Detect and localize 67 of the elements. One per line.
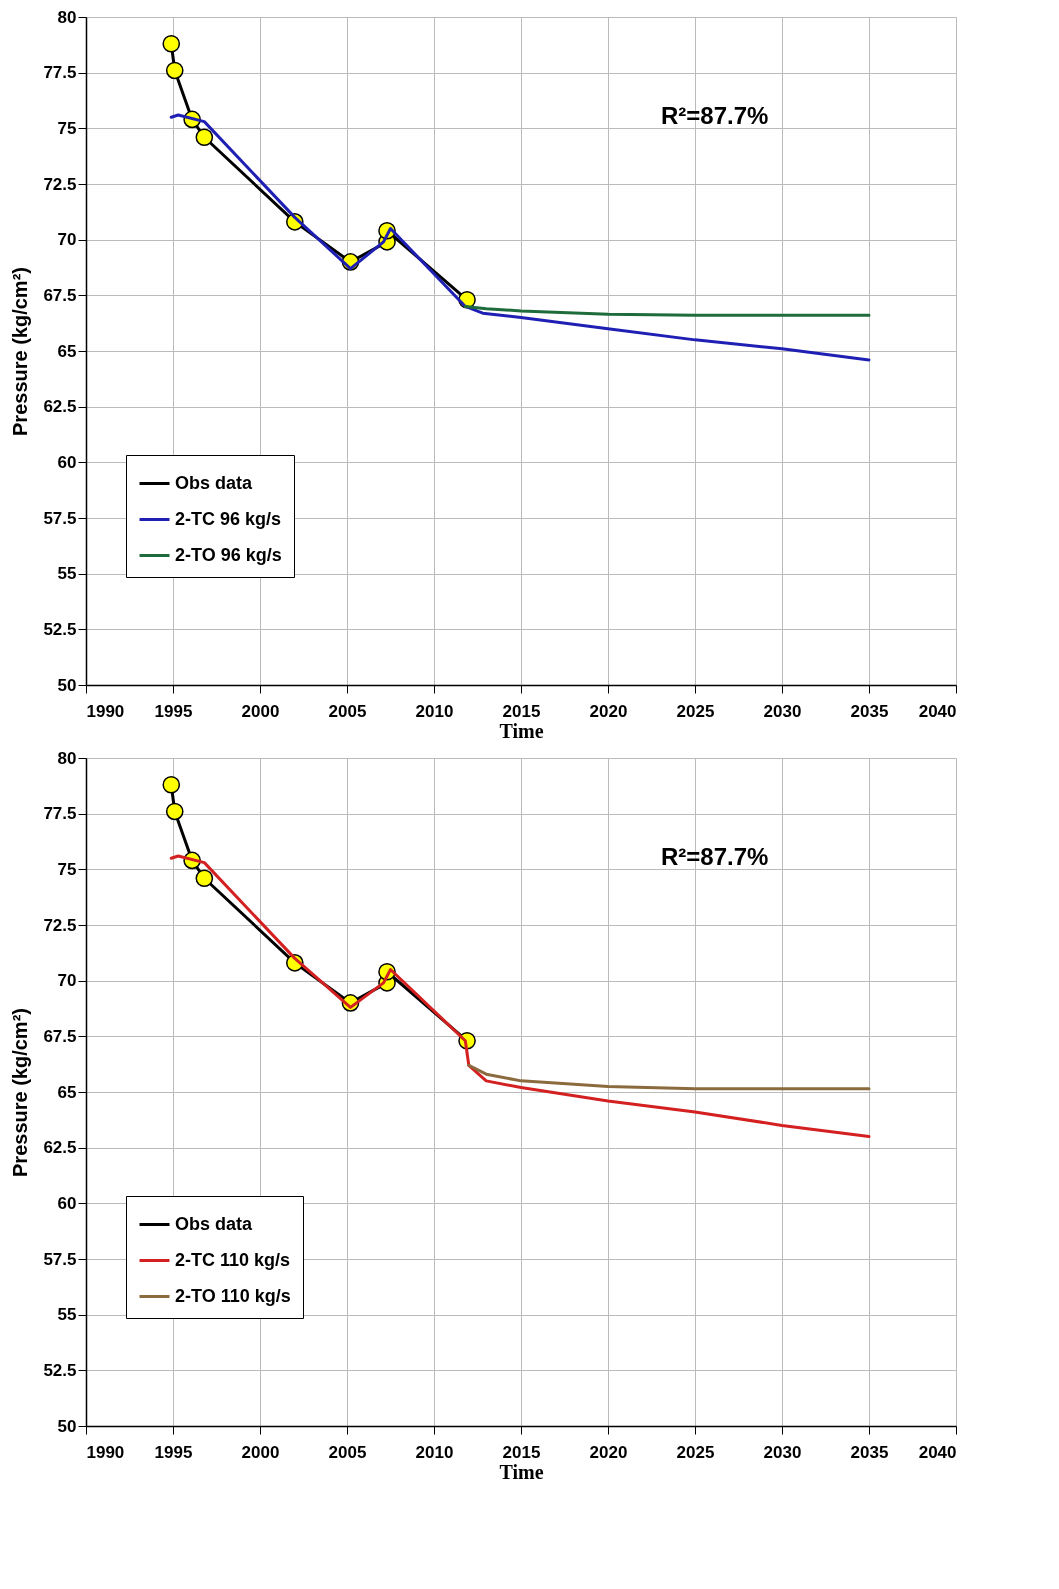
y-tick-label: 72.5 xyxy=(43,915,77,935)
x-tick-label: 2035 xyxy=(850,701,889,721)
y-tick-label: 52.5 xyxy=(43,1360,77,1380)
point xyxy=(162,775,181,794)
x-tick-label: 1995 xyxy=(154,1442,193,1462)
x-tick-label: 2020 xyxy=(589,701,628,721)
y-axis-title: Pressure (kg/cm²) xyxy=(9,1008,32,1177)
x-tick-label: 2020 xyxy=(589,1442,628,1462)
point xyxy=(195,869,214,888)
y-tick-label: 50 xyxy=(57,675,77,695)
y-tick-label: 77.5 xyxy=(43,804,77,824)
x-tick-label: 2000 xyxy=(241,1442,280,1462)
point xyxy=(165,61,184,80)
y-tick-label: 57.5 xyxy=(43,508,77,528)
y-tick-label: 77.5 xyxy=(43,63,77,83)
y-tick-label: 52.5 xyxy=(43,619,77,639)
y-tick-label: 75 xyxy=(57,859,77,879)
point xyxy=(165,802,184,821)
x-tick-label: 2040 xyxy=(918,701,957,721)
legend-label: 2-TC 96 kg/s xyxy=(175,508,282,529)
x-tick-label: 2015 xyxy=(502,701,541,721)
x-axis-title: Time xyxy=(499,719,544,742)
x-tick-label: 2010 xyxy=(415,701,454,721)
y-tick-label: 65 xyxy=(57,1082,77,1102)
y-tick-label: 65 xyxy=(57,341,77,361)
y-axis-title: Pressure (kg/cm²) xyxy=(9,267,32,436)
y-tick-label: 50 xyxy=(57,1416,77,1436)
legend-label: Obs data xyxy=(175,472,254,493)
x-tick-label: 2025 xyxy=(676,701,715,721)
y-tick-label: 57.5 xyxy=(43,1249,77,1269)
legend-label: Obs data xyxy=(175,1213,254,1234)
x-tick-label: 2040 xyxy=(918,1442,957,1462)
x-tick-label: 2035 xyxy=(850,1442,889,1462)
x-axis-title: Time xyxy=(499,1460,544,1483)
x-tick-label: 1990 xyxy=(86,701,125,721)
y-tick-label: 67.5 xyxy=(43,1026,77,1046)
y-tick-label: 60 xyxy=(57,1193,77,1213)
x-tick-label: 2000 xyxy=(241,701,280,721)
y-tick-label: 55 xyxy=(57,1305,77,1325)
x-tick-label: 2010 xyxy=(415,1442,454,1462)
y-tick-label: 80 xyxy=(57,748,77,768)
x-tick-label: 2030 xyxy=(763,1442,802,1462)
y-tick-label: 70 xyxy=(57,230,77,250)
annotation: R²=87.7% xyxy=(661,843,769,870)
x-tick-label: 2005 xyxy=(328,1442,367,1462)
line-series xyxy=(467,1063,871,1091)
point xyxy=(162,34,181,53)
y-tick-label: 70 xyxy=(57,971,77,991)
x-tick-label: 2025 xyxy=(676,1442,715,1462)
annotation: R²=87.7% xyxy=(661,102,769,129)
y-tick-label: 62.5 xyxy=(43,397,77,417)
x-tick-label: 1995 xyxy=(154,701,193,721)
point xyxy=(195,128,214,147)
x-tick-label: 2015 xyxy=(502,1442,541,1462)
y-tick-label: 75 xyxy=(57,118,77,138)
x-tick-label: 2005 xyxy=(328,701,367,721)
y-tick-label: 62.5 xyxy=(43,1138,77,1158)
y-tick-label: 60 xyxy=(57,452,77,472)
legend-label: 2-TO 96 kg/s xyxy=(175,544,282,565)
legend-label: 2-TC 110 kg/s xyxy=(175,1249,291,1270)
legend-label: 2-TO 110 kg/s xyxy=(175,1285,291,1306)
y-tick-label: 55 xyxy=(57,564,77,584)
y-tick-label: 67.5 xyxy=(43,285,77,305)
x-tick-label: 1990 xyxy=(86,1442,125,1462)
x-tick-label: 2030 xyxy=(763,701,802,721)
y-tick-label: 80 xyxy=(57,7,77,27)
y-tick-label: 72.5 xyxy=(43,174,77,194)
